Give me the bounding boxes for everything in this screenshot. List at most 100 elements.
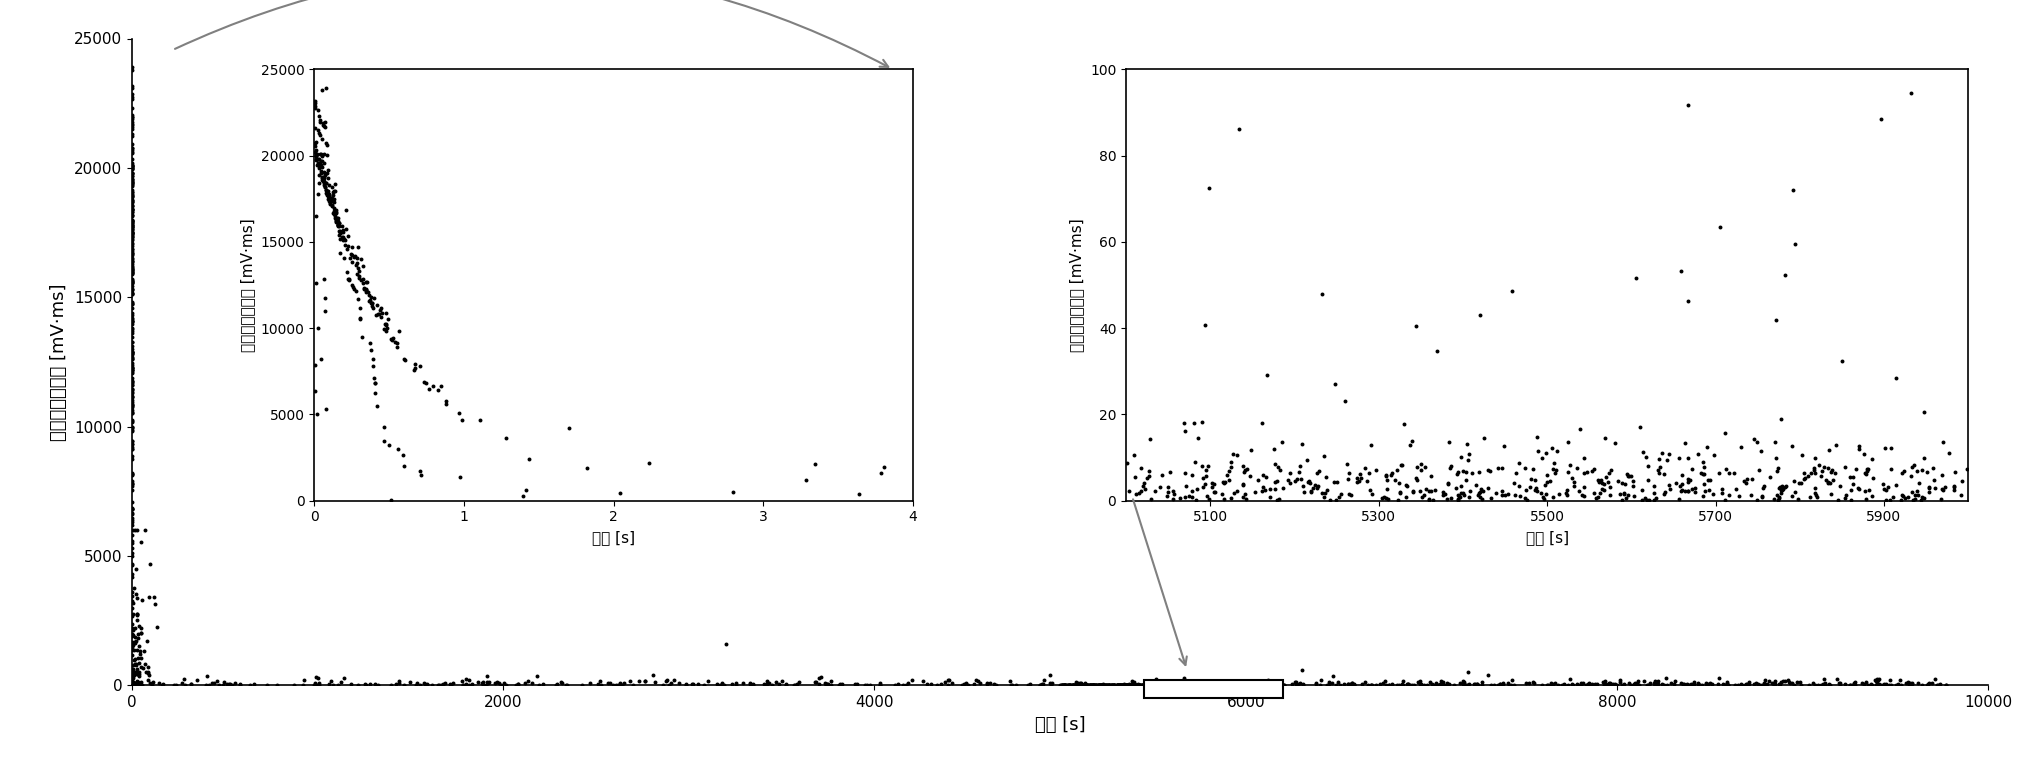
Point [1209, 679, 1242, 691]
Point [1788, 467, 1820, 480]
Point [584, 675, 617, 687]
Point [116, 478, 148, 490]
Point [1118, 471, 1150, 484]
Point [483, 677, 515, 689]
Point [1136, 679, 1169, 691]
Point [1254, 490, 1286, 503]
Point [333, 273, 365, 285]
Point [491, 432, 523, 444]
Point [1061, 679, 1094, 691]
Point [1603, 675, 1635, 687]
Point [174, 678, 207, 690]
Point [469, 679, 501, 691]
Point [1664, 484, 1696, 497]
Point [1664, 451, 1696, 464]
Point [1593, 678, 1625, 691]
Point [1223, 679, 1256, 691]
Point [1205, 679, 1238, 691]
Point [1157, 485, 1189, 497]
Point [120, 677, 152, 689]
Point [1702, 467, 1735, 479]
Point [1583, 476, 1615, 488]
Point [1191, 679, 1223, 691]
Point [1112, 679, 1144, 691]
Point [116, 638, 148, 651]
Point [310, 189, 343, 201]
Point [416, 679, 448, 691]
Point [1848, 467, 1881, 480]
Point [1767, 675, 1800, 687]
Point [329, 239, 361, 251]
Point [116, 366, 148, 378]
Point [1213, 465, 1246, 477]
Point [1566, 677, 1599, 689]
Point [116, 467, 148, 480]
Point [1187, 460, 1219, 472]
Point [1183, 679, 1215, 691]
Point [116, 203, 148, 216]
Point [1611, 468, 1643, 480]
Point [116, 317, 148, 330]
Point [434, 679, 467, 691]
Point [1453, 491, 1485, 504]
Point [1063, 679, 1096, 691]
Point [1063, 679, 1096, 691]
Point [708, 679, 741, 691]
Point [1633, 677, 1666, 689]
Point [367, 434, 400, 447]
Point [1599, 678, 1631, 691]
Point [1246, 417, 1278, 429]
Point [1061, 679, 1094, 691]
Point [122, 631, 154, 644]
Point [1585, 483, 1617, 495]
Point [1406, 490, 1439, 503]
Point [1189, 679, 1221, 691]
Point [1917, 482, 1950, 494]
Point [1234, 678, 1266, 691]
Point [310, 184, 343, 196]
Point [116, 550, 148, 562]
Point [1114, 679, 1146, 691]
Point [1181, 483, 1213, 495]
Point [116, 571, 148, 583]
Point [1777, 475, 1810, 487]
Point [116, 283, 148, 295]
Point [118, 636, 150, 648]
Point [118, 678, 150, 691]
Point [1321, 676, 1353, 688]
Point [1120, 488, 1152, 500]
Point [1234, 470, 1266, 482]
Point [1725, 679, 1757, 691]
Point [1118, 679, 1150, 691]
Point [1319, 378, 1351, 390]
Point [1706, 678, 1739, 690]
Point [1589, 675, 1621, 688]
Point [331, 223, 363, 236]
Point [1065, 679, 1098, 691]
Point [1617, 475, 1650, 487]
Point [1150, 679, 1183, 691]
Point [329, 233, 361, 246]
Point [1798, 452, 1830, 464]
Point [373, 438, 406, 450]
Point [1165, 679, 1197, 691]
Point [1745, 444, 1777, 457]
Point [1473, 464, 1506, 477]
Point [1850, 467, 1883, 480]
Point [325, 226, 357, 238]
Point [597, 679, 629, 691]
Point [1215, 679, 1248, 691]
Point [1556, 472, 1589, 484]
Point [116, 178, 148, 190]
Point [1067, 679, 1100, 691]
Point [1917, 474, 1950, 486]
Point [974, 677, 1006, 689]
Point [1568, 490, 1601, 502]
Point [1118, 679, 1150, 691]
Point [1167, 672, 1199, 685]
Point [1221, 679, 1254, 691]
Point [607, 677, 639, 689]
Point [1355, 679, 1388, 691]
Point [1051, 679, 1083, 691]
Point [1197, 679, 1230, 691]
